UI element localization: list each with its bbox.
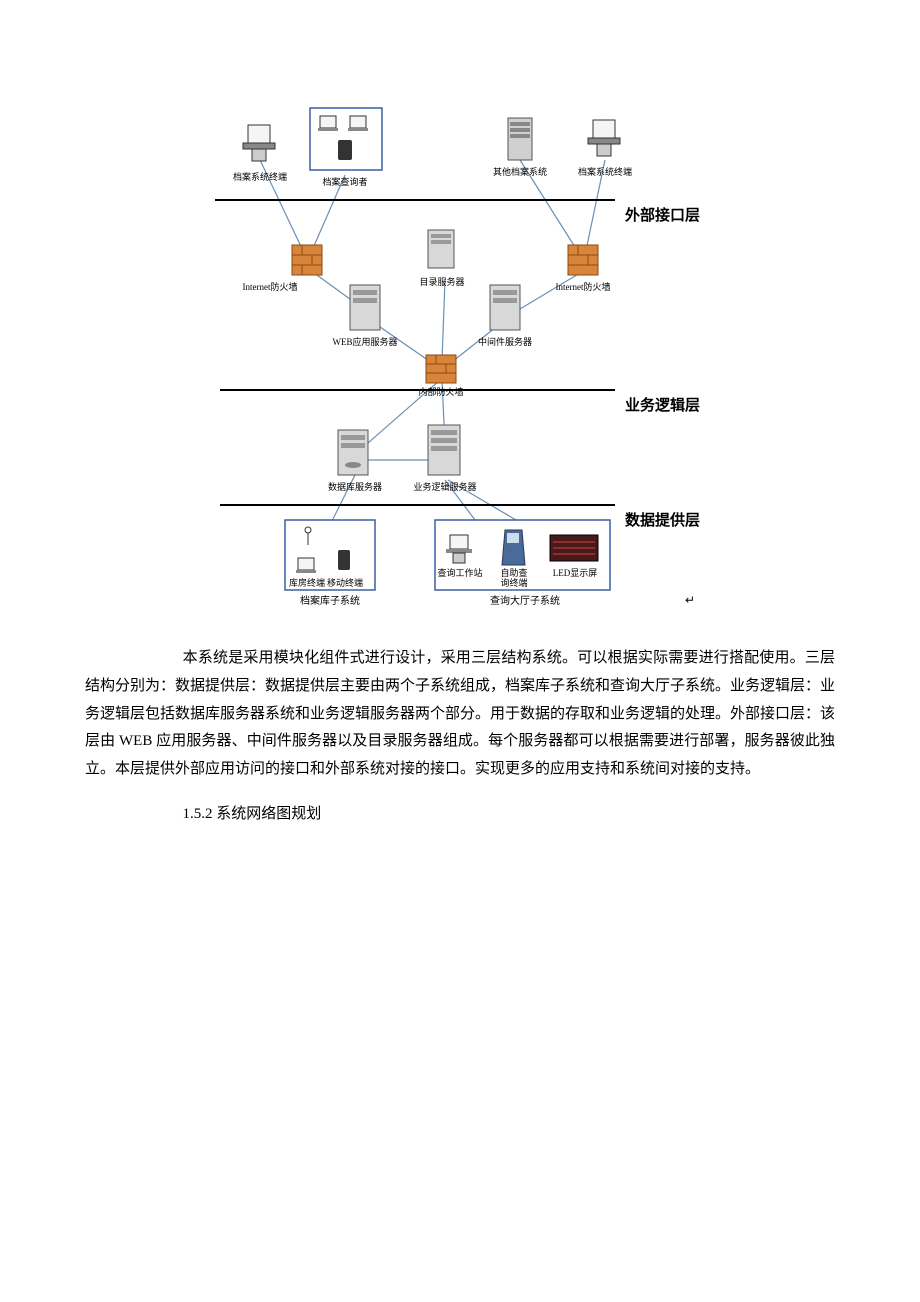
node-middleware-server: 中间件服务器: [478, 285, 532, 347]
diagram-svg: 外部接口层 业务逻辑层 数据提供层 档案系统终端 档案查询者: [210, 90, 710, 610]
svg-text:查询大厅子系统: 查询大厅子系统: [490, 594, 560, 607]
node-directory-server: 目录服务器: [419, 230, 464, 287]
node-firewall-left: Internet防火墙: [243, 245, 323, 292]
layer-label-logic: 业务逻辑层: [625, 396, 700, 414]
svg-text:WEB应用服务器: WEB应用服务器: [333, 336, 398, 347]
return-mark: ↵: [685, 593, 695, 607]
section-number: 1.5.2: [183, 806, 213, 822]
section-title: 系统网络图规划: [216, 806, 321, 822]
svg-text:目录服务器: 目录服务器: [419, 276, 464, 287]
svg-text:档案库子系统: 档案库子系统: [300, 594, 360, 607]
svg-text:库房终端: 库房终端: [289, 577, 325, 588]
node-db-server: 数据库服务器: [328, 430, 382, 492]
main-paragraph: 本系统是采用模块化组件式进行设计，采用三层结构系统。可以根据实际需要进行搭配使用…: [85, 645, 835, 784]
svg-text:移动终端: 移动终端: [327, 577, 363, 588]
svg-text:其他档案系统: 其他档案系统: [493, 166, 547, 177]
svg-text:询终端: 询终端: [500, 577, 527, 588]
svg-text:LED显示屏: LED显示屏: [553, 568, 598, 578]
svg-text:Internet防火墙: Internet防火墙: [243, 281, 298, 292]
svg-text:自助查: 自助查: [500, 567, 527, 578]
node-archive-querier: 档案查询者: [310, 108, 382, 187]
node-internal-firewall: 内部防火墙: [418, 355, 463, 397]
svg-text:中间件服务器: 中间件服务器: [478, 336, 532, 347]
node-archive-terminal-2: 档案系统终端: [578, 120, 632, 177]
svg-text:业务逻辑服务器: 业务逻辑服务器: [413, 481, 476, 492]
svg-text:Internet防火墙: Internet防火墙: [556, 281, 611, 292]
layer-dividers: [215, 200, 615, 505]
node-query-hall-subsystem: 查询工作站 自助查 询终端 LED显示屏 查询大厅子系统: [435, 520, 610, 607]
node-other-archives: 其他档案系统: [493, 118, 547, 177]
node-archive-terminal: 档案系统终端: [233, 125, 287, 182]
node-archive-subsystem: 库房终端 移动终端 档案库子系统: [285, 520, 375, 607]
svg-text:内部防火墙: 内部防火墙: [418, 386, 463, 397]
svg-text:查询工作站: 查询工作站: [437, 567, 482, 578]
section-heading: 1.5.2 系统网络图规划: [85, 802, 835, 823]
paragraph-text: 本系统是采用模块化组件式进行设计，采用三层结构系统。可以根据实际需要进行搭配使用…: [85, 650, 835, 777]
node-web-app-server: WEB应用服务器: [333, 285, 398, 347]
svg-text:数据库服务器: 数据库服务器: [328, 481, 382, 492]
layer-label-external: 外部接口层: [624, 206, 700, 224]
layer-label-data: 数据提供层: [625, 511, 700, 529]
architecture-diagram: 外部接口层 业务逻辑层 数据提供层 档案系统终端 档案查询者: [210, 90, 710, 615]
node-biz-logic-server: 业务逻辑服务器: [413, 425, 476, 492]
document-page: 外部接口层 业务逻辑层 数据提供层 档案系统终端 档案查询者: [0, 0, 920, 878]
svg-text:档案系统终端: 档案系统终端: [233, 171, 287, 182]
svg-text:档案查询者: 档案查询者: [322, 176, 367, 187]
svg-text:档案系统终端: 档案系统终端: [578, 166, 632, 177]
node-firewall-right: Internet防火墙: [556, 245, 611, 292]
